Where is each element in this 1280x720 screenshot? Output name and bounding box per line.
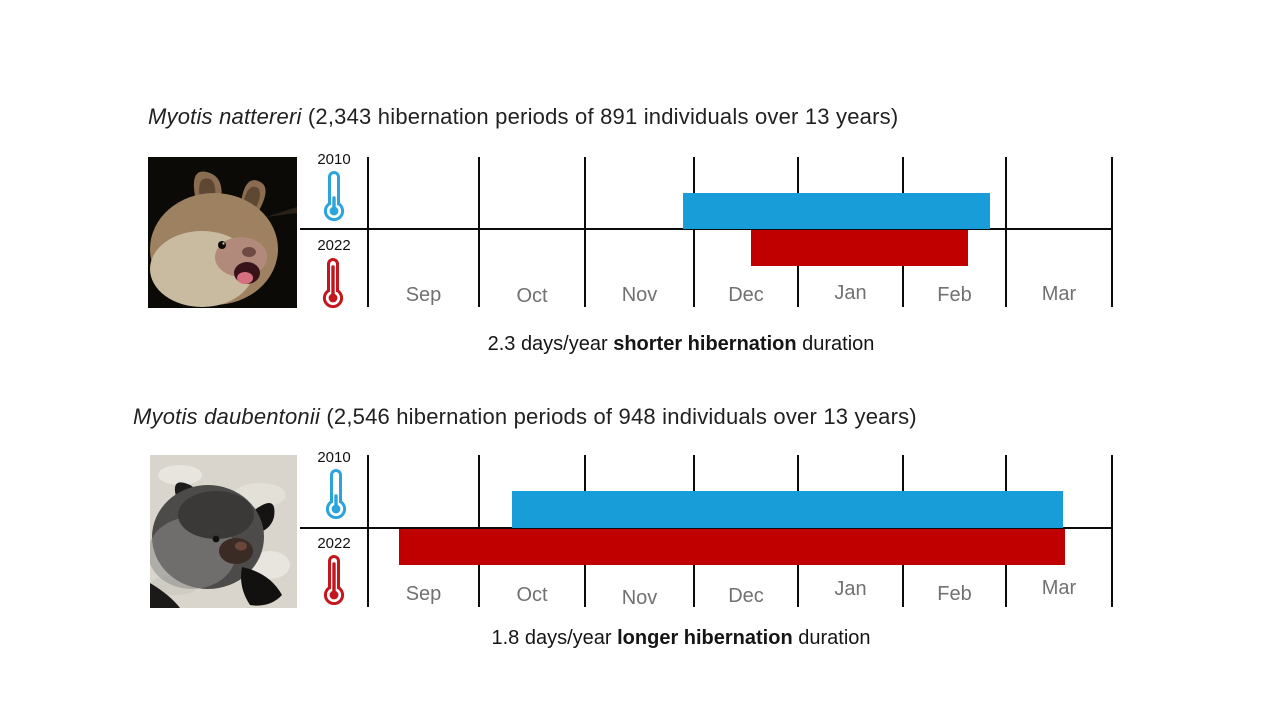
hibernation-bar-2010 bbox=[683, 193, 990, 229]
month-label-dec: Dec bbox=[728, 585, 764, 607]
hibernation-bar-2022 bbox=[751, 230, 968, 266]
title-detail: (2,546 hibernation periods of 948 indivi… bbox=[320, 404, 917, 429]
chart-title-daubentonii: Myotis daubentonii (2,546 hibernation pe… bbox=[133, 404, 917, 430]
month-label-dec: Dec bbox=[728, 284, 764, 306]
month-label-nov: Nov bbox=[621, 284, 658, 306]
year-label-2010: 2010 bbox=[317, 449, 351, 466]
month-label-feb: Feb bbox=[937, 284, 972, 306]
month-label-jan: Jan bbox=[834, 282, 867, 304]
caption-daubentonii: 1.8 days/year longer hibernation duratio… bbox=[250, 627, 1112, 650]
month-label-mar: Mar bbox=[1041, 577, 1077, 599]
caption-suffix: duration bbox=[796, 333, 875, 355]
month-gridline bbox=[1111, 157, 1113, 307]
caption-prefix: 1.8 days/year bbox=[491, 627, 618, 649]
timeline-axis bbox=[300, 527, 1113, 529]
caption-prefix: 2.3 days/year bbox=[487, 333, 614, 355]
month-label-jan: Jan bbox=[834, 578, 867, 600]
month-gridline bbox=[693, 157, 695, 307]
month-label-oct: Oct bbox=[516, 584, 548, 606]
month-label-feb: Feb bbox=[937, 583, 972, 605]
month-gridline bbox=[367, 157, 369, 307]
warm-thermometer-icon bbox=[322, 258, 344, 309]
timeline-axis bbox=[300, 228, 1113, 230]
caption-suffix: duration bbox=[792, 627, 871, 649]
month-label-nov: Nov bbox=[621, 587, 658, 609]
cold-thermometer-icon bbox=[325, 469, 347, 520]
chart-title-nattereri: Myotis nattereri (2,343 hibernation peri… bbox=[148, 104, 898, 130]
hibernation-bar-2022 bbox=[399, 529, 1065, 565]
daubentons-bat-photo bbox=[150, 455, 297, 608]
year-label-2022: 2022 bbox=[317, 237, 351, 254]
title-detail: (2,343 hibernation periods of 891 indivi… bbox=[301, 104, 899, 129]
caption-emphasis: shorter hibernation bbox=[613, 333, 797, 355]
month-gridline bbox=[478, 157, 480, 307]
month-label-oct: Oct bbox=[516, 285, 548, 307]
month-gridline bbox=[1005, 157, 1007, 307]
year-label-2022: 2022 bbox=[317, 535, 351, 552]
caption-emphasis: longer hibernation bbox=[617, 627, 793, 649]
month-gridline bbox=[1111, 455, 1113, 607]
month-gridline bbox=[367, 455, 369, 607]
year-label-2010: 2010 bbox=[317, 151, 351, 168]
natterers-bat-photo bbox=[148, 157, 297, 308]
species-name: Myotis nattereri bbox=[148, 104, 302, 129]
species-name: Myotis daubentonii bbox=[133, 404, 321, 429]
month-gridline bbox=[584, 157, 586, 307]
caption-nattereri: 2.3 days/year shorter hibernation durati… bbox=[250, 333, 1112, 356]
hibernation-bar-2010 bbox=[512, 491, 1063, 528]
month-label-sep: Sep bbox=[405, 583, 442, 605]
month-label-mar: Mar bbox=[1041, 283, 1077, 305]
month-label-sep: Sep bbox=[405, 284, 442, 306]
warm-thermometer-icon bbox=[323, 555, 345, 606]
cold-thermometer-icon bbox=[323, 171, 345, 222]
